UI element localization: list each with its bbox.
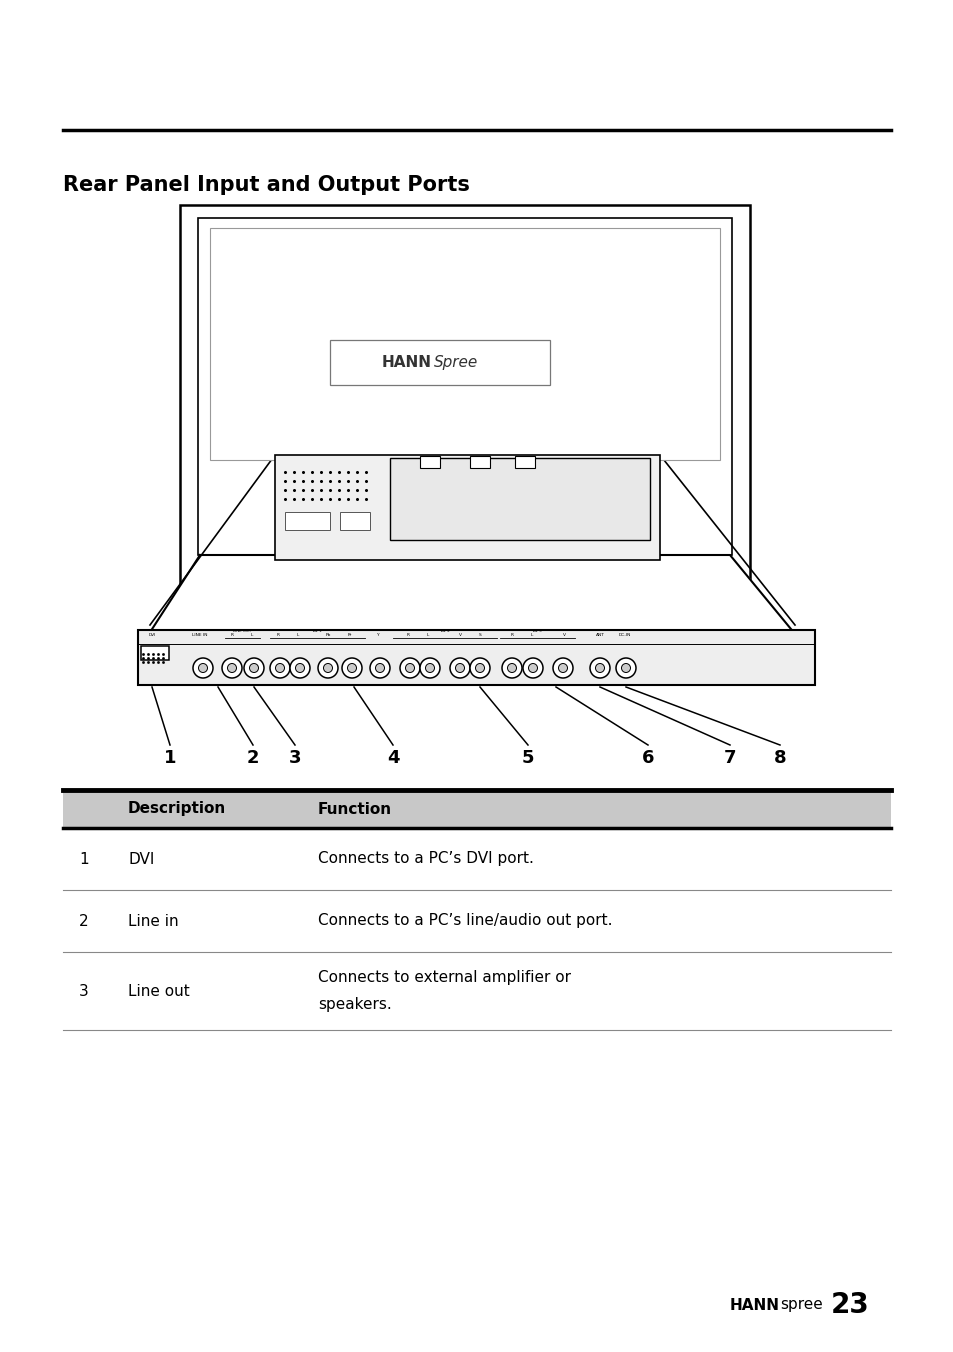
- Text: AV 1: AV 1: [313, 629, 321, 633]
- Text: R: R: [231, 633, 233, 637]
- Text: DVI: DVI: [148, 633, 155, 637]
- Bar: [210, 228, 720, 460]
- Circle shape: [222, 658, 242, 677]
- Text: V: V: [562, 633, 565, 637]
- Text: DC-IN: DC-IN: [618, 633, 631, 637]
- Circle shape: [501, 658, 521, 677]
- Text: Spree: Spree: [434, 356, 477, 370]
- Circle shape: [507, 664, 516, 672]
- Text: Rear Panel Input and Output Ports: Rear Panel Input and Output Ports: [63, 174, 470, 195]
- Circle shape: [620, 664, 630, 672]
- Bar: [138, 630, 814, 685]
- Circle shape: [193, 658, 213, 677]
- Bar: [390, 458, 649, 539]
- Text: L: L: [251, 633, 253, 637]
- Circle shape: [341, 658, 361, 677]
- Text: Pb: Pb: [325, 633, 331, 637]
- Bar: [190, 633, 234, 654]
- Text: 23: 23: [830, 1291, 869, 1320]
- Circle shape: [553, 658, 573, 677]
- Bar: [141, 646, 169, 660]
- Circle shape: [399, 658, 419, 677]
- Text: 4: 4: [386, 749, 399, 767]
- Circle shape: [375, 664, 384, 672]
- Circle shape: [317, 658, 337, 677]
- Text: R: R: [510, 633, 513, 637]
- Text: 1: 1: [79, 852, 89, 867]
- Polygon shape: [145, 556, 800, 639]
- Circle shape: [227, 664, 236, 672]
- Text: V: V: [458, 633, 461, 637]
- Text: Connects to external amplifier or: Connects to external amplifier or: [317, 971, 571, 986]
- Text: S: S: [478, 633, 481, 637]
- Text: HANN: HANN: [381, 356, 432, 370]
- Text: Connects to a PC’s line/audio out port.: Connects to a PC’s line/audio out port.: [317, 914, 612, 929]
- Text: 5: 5: [521, 749, 534, 767]
- Circle shape: [589, 658, 609, 677]
- Bar: [274, 456, 659, 560]
- Circle shape: [425, 664, 434, 672]
- Text: 6: 6: [641, 749, 654, 767]
- Text: L: L: [426, 633, 429, 637]
- Text: spree: spree: [780, 1298, 821, 1313]
- Bar: [330, 339, 550, 385]
- Text: AV 2: AV 2: [440, 629, 449, 633]
- Circle shape: [244, 658, 264, 677]
- Text: 3: 3: [79, 983, 89, 999]
- Text: L: L: [530, 633, 533, 637]
- Text: 2: 2: [247, 749, 259, 767]
- Text: ANT: ANT: [595, 633, 604, 637]
- Bar: [339, 512, 370, 530]
- Circle shape: [347, 664, 356, 672]
- Circle shape: [616, 658, 636, 677]
- Text: R: R: [406, 633, 409, 637]
- Text: HANN: HANN: [729, 1298, 780, 1313]
- Circle shape: [370, 658, 390, 677]
- Text: LINE OUT: LINE OUT: [233, 629, 252, 633]
- Circle shape: [470, 658, 490, 677]
- Bar: [285, 512, 330, 530]
- Circle shape: [595, 664, 604, 672]
- Text: AV 3: AV 3: [533, 629, 541, 633]
- Circle shape: [275, 664, 284, 672]
- Bar: [180, 206, 749, 639]
- Circle shape: [405, 664, 414, 672]
- Text: Connects to a PC’s DVI port.: Connects to a PC’s DVI port.: [317, 852, 534, 867]
- Text: LINE IN: LINE IN: [193, 633, 208, 637]
- Bar: [63, 790, 890, 827]
- Circle shape: [198, 664, 208, 672]
- Text: Description: Description: [128, 802, 226, 817]
- Text: 1: 1: [164, 749, 176, 767]
- Circle shape: [528, 664, 537, 672]
- Circle shape: [270, 658, 290, 677]
- Circle shape: [250, 664, 258, 672]
- Text: speakers.: speakers.: [317, 996, 392, 1011]
- Text: Function: Function: [317, 802, 392, 817]
- Circle shape: [455, 664, 464, 672]
- Bar: [470, 456, 490, 468]
- Circle shape: [450, 658, 470, 677]
- Text: 7: 7: [723, 749, 736, 767]
- Circle shape: [295, 664, 304, 672]
- Text: Pr: Pr: [348, 633, 352, 637]
- Bar: [700, 633, 744, 654]
- Circle shape: [323, 664, 333, 672]
- Bar: [198, 218, 731, 556]
- Circle shape: [522, 658, 542, 677]
- Circle shape: [475, 664, 484, 672]
- Circle shape: [558, 664, 567, 672]
- Circle shape: [419, 658, 439, 677]
- Text: Y: Y: [376, 633, 379, 637]
- Text: 3: 3: [289, 749, 301, 767]
- Text: DVI: DVI: [128, 852, 154, 867]
- Text: Line in: Line in: [128, 914, 178, 929]
- Bar: [515, 456, 535, 468]
- Text: 2: 2: [79, 914, 89, 929]
- Circle shape: [290, 658, 310, 677]
- Text: 8: 8: [773, 749, 785, 767]
- Text: R: R: [276, 633, 279, 637]
- Bar: [419, 456, 439, 468]
- Text: Line out: Line out: [128, 983, 190, 999]
- Text: L: L: [296, 633, 299, 637]
